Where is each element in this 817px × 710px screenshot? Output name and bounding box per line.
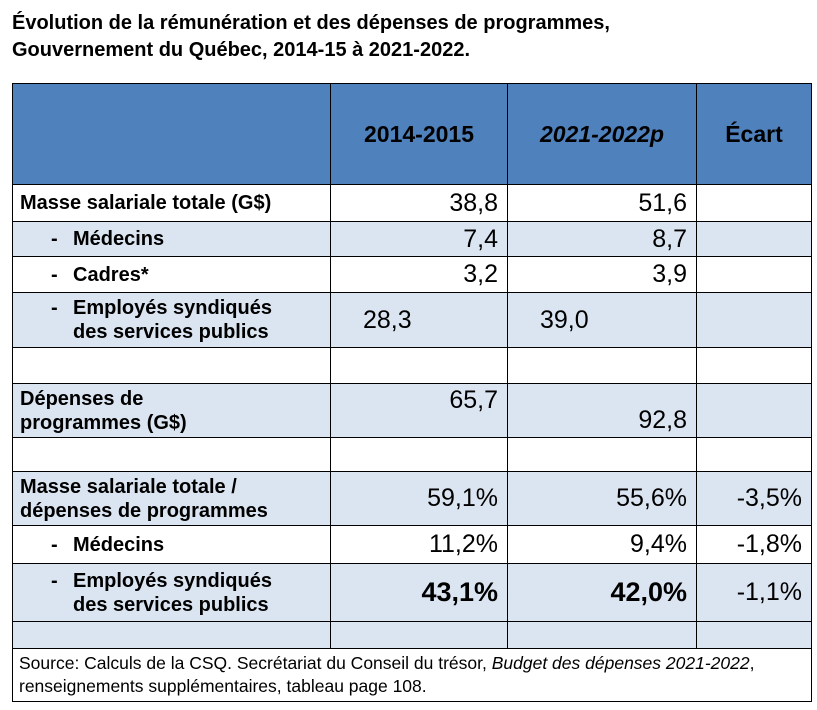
row-label: Masse salariale totale / dépenses de prog… bbox=[12, 471, 331, 526]
spacer-row bbox=[12, 347, 812, 384]
page-title: Évolution de la rémunération et des dépe… bbox=[12, 10, 812, 64]
table-row: - Employés syndiqués des services publics … bbox=[12, 563, 812, 622]
value-ecart: -1,8% bbox=[696, 525, 812, 564]
row-label: - Médecins bbox=[12, 525, 331, 564]
row-label-line-1: Dépenses de bbox=[20, 387, 144, 410]
header-ecart: Écart bbox=[696, 83, 812, 185]
title-line-1: Évolution de la rémunération et des dépe… bbox=[12, 12, 610, 34]
bullet-dash: - bbox=[51, 569, 58, 592]
row-label-line-1: Employés syndiqués bbox=[73, 297, 272, 319]
source-italic: Budget des dépenses 2021-2022 bbox=[491, 653, 750, 673]
value-2021: 8,7 bbox=[507, 221, 697, 257]
table-header-row: 2014-2015 2021-2022p Écart bbox=[12, 83, 812, 185]
bullet-dash: - bbox=[51, 297, 58, 319]
row-label: - Cadres* bbox=[12, 256, 331, 293]
row-label: Masse salariale totale (G$) bbox=[12, 184, 331, 222]
value-2021: 3,9 bbox=[507, 256, 697, 293]
row-label-line-2: programmes (G$) bbox=[20, 411, 187, 434]
spacer-row bbox=[12, 621, 812, 649]
bullet-dash: - bbox=[51, 533, 58, 556]
value-ecart: -1,1% bbox=[696, 563, 812, 622]
value-2014: 65,7 bbox=[330, 383, 508, 438]
value-ecart bbox=[696, 256, 812, 293]
row-label: - Employés syndiqués des services publics bbox=[12, 292, 331, 348]
value-2014: 7,4 bbox=[330, 221, 508, 257]
remuneration-table: 2014-2015 2021-2022p Écart Masse salaria… bbox=[12, 83, 812, 702]
row-label-line-1: Masse salariale totale / bbox=[20, 475, 237, 498]
source-note: Source: Calculs de la CSQ. Secrétariat d… bbox=[12, 648, 812, 702]
value-2021: 42,0% bbox=[507, 563, 697, 622]
value-ecart bbox=[696, 292, 812, 348]
bullet-dash: - bbox=[51, 228, 58, 250]
table-row: Dépenses de programmes (G$) 65,7 92,8 bbox=[12, 383, 812, 438]
value-2021: 9,4% bbox=[507, 525, 697, 564]
table-row: Masse salariale totale (G$) 38,8 51,6 bbox=[12, 184, 812, 222]
value-2021: 55,6% bbox=[507, 471, 697, 526]
row-label-text: Médecins bbox=[73, 228, 165, 250]
table-row: Masse salariale totale / dépenses de prog… bbox=[12, 471, 812, 526]
header-2014-2015: 2014-2015 bbox=[330, 83, 508, 185]
table-row: - Médecins 11,2% 9,4% -1,8% bbox=[12, 525, 812, 564]
row-label: - Médecins bbox=[12, 221, 331, 257]
header-2021-2022p: 2021-2022p bbox=[507, 83, 697, 185]
value-ecart bbox=[696, 383, 812, 438]
row-label: Dépenses de programmes (G$) bbox=[12, 383, 331, 438]
row-label: - Employés syndiqués des services publics bbox=[12, 563, 331, 622]
row-label-line-1: Employés syndiqués bbox=[73, 569, 272, 592]
value-2014: 43,1% bbox=[330, 563, 508, 622]
row-label-text: Cadres* bbox=[73, 263, 149, 286]
value-ecart: -3,5% bbox=[696, 471, 812, 526]
value-2021: 51,6 bbox=[507, 184, 697, 222]
table-row: - Médecins 7,4 8,7 bbox=[12, 221, 812, 257]
value-2014: 38,8 bbox=[330, 184, 508, 222]
bullet-dash: - bbox=[51, 263, 58, 286]
value-2014: 59,1% bbox=[330, 471, 508, 526]
value-2021: 92,8 bbox=[507, 383, 697, 438]
row-label-line-2: dépenses de programmes bbox=[20, 499, 268, 522]
spacer-row bbox=[12, 437, 812, 472]
title-line-2: Gouvernement du Québec, 2014-15 à 2021-2… bbox=[12, 39, 470, 61]
row-label-line-2: des services publics bbox=[73, 321, 269, 343]
source-row: Source: Calculs de la CSQ. Secrétariat d… bbox=[12, 648, 812, 702]
value-2021: 39,0 bbox=[507, 292, 697, 348]
value-2014: 28,3 bbox=[330, 292, 508, 348]
value-2014: 11,2% bbox=[330, 525, 508, 564]
value-2014: 3,2 bbox=[330, 256, 508, 293]
table-row: - Employés syndiqués des services publics … bbox=[12, 292, 812, 348]
table-row: - Cadres* 3,2 3,9 bbox=[12, 256, 812, 293]
value-ecart bbox=[696, 221, 812, 257]
value-ecart bbox=[696, 184, 812, 222]
row-label-line-2: des services publics bbox=[73, 593, 269, 616]
header-empty bbox=[12, 83, 331, 185]
row-label-text: Médecins bbox=[73, 533, 165, 556]
